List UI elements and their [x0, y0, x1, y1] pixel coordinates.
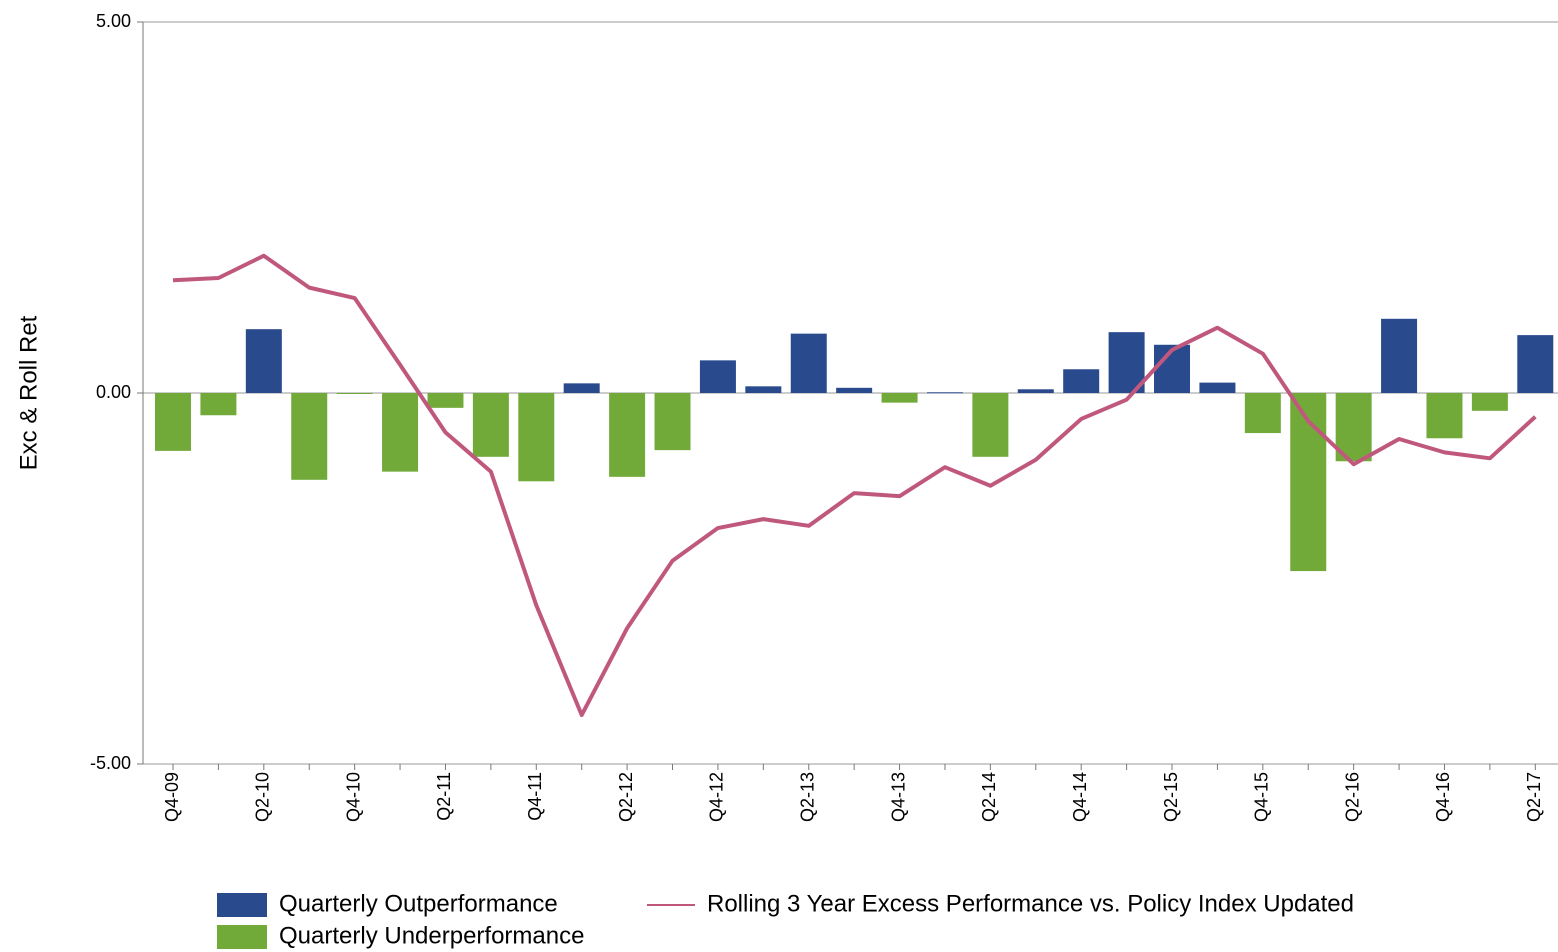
x-tick-label: Q2-13: [797, 772, 817, 822]
x-tick-label: Q2-16: [1342, 772, 1362, 822]
bar: [1017, 389, 1054, 393]
bar: [1426, 393, 1463, 439]
bar: [654, 393, 691, 451]
bar: [881, 393, 918, 403]
bar: [1335, 393, 1372, 462]
legend-label: Quarterly Underperformance: [279, 922, 584, 949]
bar: [382, 393, 419, 472]
bar: [699, 360, 736, 393]
y-axis-label: Exc & Roll Ret: [15, 315, 42, 470]
bar: [1108, 332, 1145, 393]
bar: [836, 387, 873, 393]
x-tick-label: Q2-17: [1524, 772, 1544, 822]
bar: [1063, 369, 1100, 393]
bar: [155, 393, 192, 451]
legend-swatch: [217, 925, 267, 949]
legend-swatch: [217, 893, 267, 917]
bar: [336, 393, 373, 394]
x-tick-label: Q4-15: [1252, 772, 1272, 822]
y-tick-label: -5.00: [90, 753, 131, 773]
bar: [609, 393, 646, 477]
legend: Quarterly Outperformance Quarterly Underp…: [217, 890, 1354, 949]
bar: [926, 392, 963, 394]
x-tick-label: Q4-14: [1070, 772, 1090, 822]
legend-label: Rolling 3 Year Excess Performance vs. Po…: [707, 890, 1354, 917]
bar: [745, 386, 782, 393]
y-tick-label: 5.00: [96, 11, 131, 31]
bar: [563, 383, 600, 393]
x-tick-label: Q2-11: [434, 772, 454, 821]
x-tick-label: Q4-09: [162, 772, 182, 822]
x-tick-label: Q2-12: [616, 772, 636, 822]
bar: [427, 393, 464, 408]
bar: [291, 393, 328, 480]
legend-label: Quarterly Outperformance: [279, 890, 558, 917]
bar: [972, 393, 1009, 457]
bar: [1381, 318, 1418, 393]
x-tick-label: Q4-10: [343, 772, 363, 822]
x-tick-label: Q2-15: [1161, 772, 1181, 822]
x-tick-label: Q2-14: [979, 772, 999, 822]
bar: [472, 393, 509, 457]
x-tick-label: Q4-11: [525, 772, 545, 821]
x-tick-label: Q2-10: [253, 772, 273, 822]
bar: [1244, 393, 1281, 434]
bar: [200, 393, 237, 416]
bar: [518, 393, 555, 482]
x-tick-label: Q4-16: [1433, 772, 1453, 822]
bar: [1199, 382, 1236, 393]
bar: [790, 333, 827, 393]
y-tick-label: 0.00: [96, 382, 131, 402]
x-tick-label: Q4-12: [707, 772, 727, 822]
line: [172, 253, 1537, 718]
bar: [1517, 335, 1554, 393]
bar: [245, 329, 282, 393]
x-tick-label: Q4-13: [888, 772, 908, 822]
bar: [1471, 393, 1508, 411]
